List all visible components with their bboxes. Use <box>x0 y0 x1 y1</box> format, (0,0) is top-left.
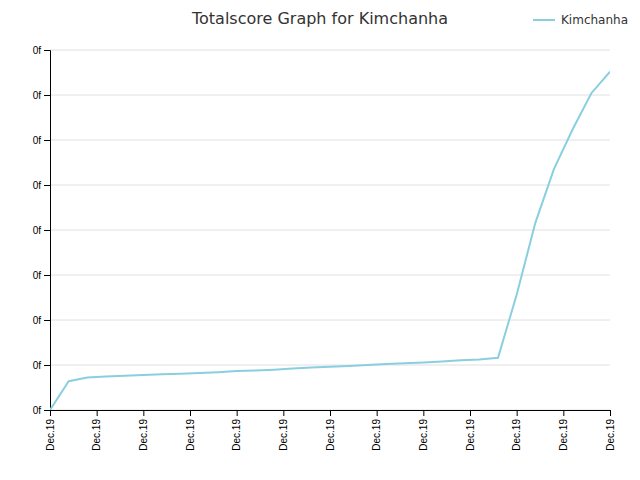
y-tick: 0f <box>33 405 50 416</box>
x-tick-label: Dec.19 <box>231 419 242 451</box>
x-tick-label: Dec.19 <box>325 419 336 451</box>
x-tick-label: Dec.19 <box>278 419 289 451</box>
y-tick-label: 0f <box>33 360 42 371</box>
y-tick-label: 0f <box>33 180 42 191</box>
x-tick: Dec.19 <box>138 410 149 451</box>
x-tick-mark <box>97 410 98 416</box>
x-tick: Dec.19 <box>45 410 56 451</box>
x-tick-mark <box>470 410 471 416</box>
plot-area: Dec.19 Dec.19 Dec.19 Dec.19 Dec.19 Dec.19 Dec.… <box>33 45 616 451</box>
x-tick-label: Dec.19 <box>511 419 522 451</box>
y-tick: 0f <box>33 45 50 56</box>
grid-line <box>50 230 610 231</box>
y-tick: 0f <box>33 90 50 101</box>
x-tick-label: Dec.19 <box>371 419 382 451</box>
x-tick-mark <box>237 410 238 416</box>
x-tick-mark <box>563 410 564 416</box>
grid-line <box>50 365 610 366</box>
x-tick: Dec.19 <box>371 410 382 451</box>
x-tick: Dec.19 <box>465 410 476 451</box>
y-tick: 0f <box>33 360 50 371</box>
y-tick-mark <box>44 95 50 96</box>
grid-line <box>50 275 610 276</box>
x-tick-label: Dec.19 <box>91 419 102 451</box>
grid-line <box>50 50 610 51</box>
grid-line <box>50 140 610 141</box>
y-tick-mark <box>44 410 50 411</box>
grid-line <box>50 95 610 96</box>
x-tick: Dec.19 <box>185 410 196 451</box>
x-tick-label: Dec.19 <box>418 419 429 451</box>
y-tick: 0f <box>33 270 50 281</box>
line <box>50 72 610 410</box>
x-tick-label: Dec.19 <box>185 419 196 451</box>
x-tick-label: Dec.19 <box>138 419 149 451</box>
x-tick: Dec.19 <box>558 410 569 451</box>
x-tick: Dec.19 <box>91 410 102 451</box>
y-tick-label: 0f <box>33 315 42 326</box>
x-tick-mark <box>190 410 191 416</box>
x-tick-mark <box>517 410 518 416</box>
y-tick: 0f <box>33 180 50 191</box>
x-tick: Dec.19 <box>511 410 522 451</box>
grid <box>50 50 610 410</box>
x-tick-mark <box>610 410 611 416</box>
y-tick-mark <box>44 365 50 366</box>
y-tick: 0f <box>33 315 50 326</box>
grid-line <box>50 320 610 321</box>
x-tick-label: Dec.19 <box>605 419 616 451</box>
y-tick: 0f <box>33 135 50 146</box>
x-tick: Dec.19 <box>231 410 242 451</box>
y-tick-label: 0f <box>33 405 42 416</box>
y-tick-label: 0f <box>33 90 42 101</box>
legend-item: Kimchanha <box>533 13 628 27</box>
y-tick-mark <box>44 230 50 231</box>
x-tick: Dec.19 <box>605 410 616 451</box>
legend: Kimchanha <box>533 13 628 27</box>
x-tick: Dec.19 <box>278 410 289 451</box>
y-tick-mark <box>44 140 50 141</box>
y-axis: 0f 0f 0f 0f 0f 0f 0f 0f 0f <box>33 45 51 416</box>
y-tick-mark <box>44 275 50 276</box>
y-tick-mark <box>44 50 50 51</box>
legend-swatch <box>533 19 555 21</box>
y-tick-label: 0f <box>33 135 42 146</box>
y-tick-label: 0f <box>33 45 42 56</box>
x-tick-mark <box>423 410 424 416</box>
x-tick-mark <box>143 410 144 416</box>
x-tick: Dec.19 <box>418 410 429 451</box>
x-tick-label: Dec.19 <box>558 419 569 451</box>
y-axis-line <box>44 51 51 411</box>
legend-label: Kimchanha <box>561 13 628 27</box>
y-tick: 0f <box>33 225 50 236</box>
x-axis-line <box>51 411 611 417</box>
x-tick: Dec.19 <box>325 410 336 451</box>
x-axis: Dec.19 Dec.19 Dec.19 Dec.19 Dec.19 Dec.19 Dec.… <box>45 410 616 451</box>
x-tick-label: Dec.19 <box>45 419 56 451</box>
y-tick-mark <box>44 185 50 186</box>
y-tick-label: 0f <box>33 270 42 281</box>
x-tick-mark <box>377 410 378 416</box>
x-tick-label: Dec.19 <box>465 419 476 451</box>
lines <box>50 72 610 410</box>
x-tick-mark <box>283 410 284 416</box>
y-tick-label: 0f <box>33 225 42 236</box>
chart: Dec.19 Dec.19 Dec.19 Dec.19 Dec.19 Dec.19 Dec.… <box>0 0 640 480</box>
grid-line <box>50 185 610 186</box>
x-tick-mark <box>330 410 331 416</box>
title: Totalscore Graph for Kimchanha <box>191 9 448 28</box>
y-tick-mark <box>44 320 50 321</box>
